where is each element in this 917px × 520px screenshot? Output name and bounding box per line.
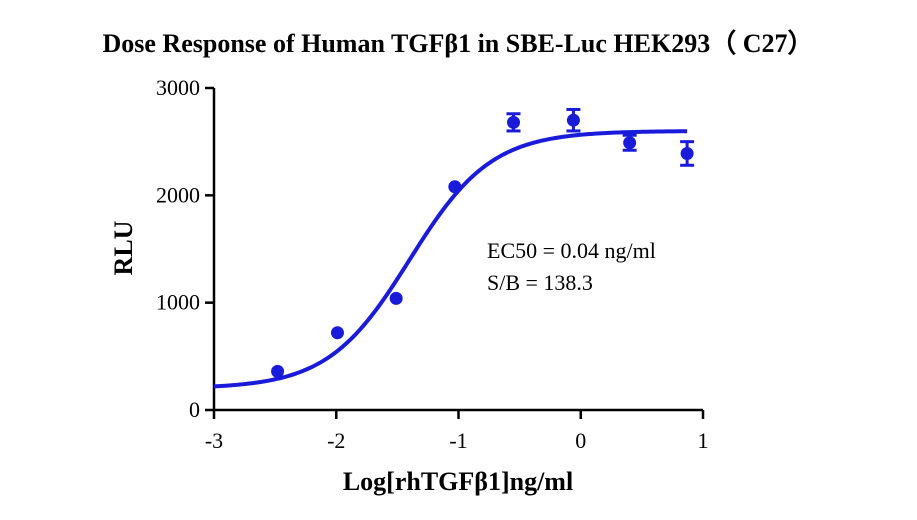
y-tick-label: 0: [189, 397, 200, 422]
x-tick-label: 0: [575, 428, 586, 453]
x-tick-label: -3: [205, 428, 223, 453]
data-point: [389, 291, 403, 305]
data-points-layer: [271, 107, 695, 378]
chart-title: Dose Response of Human TGFβ1 in SBE-Luc …: [103, 29, 814, 58]
data-point: [271, 364, 285, 378]
fit-curve: [213, 129, 688, 389]
x-tick-label: 1: [698, 428, 709, 453]
sb-annotation: S/B = 138.3: [487, 270, 593, 295]
y-tick-label: 1000: [156, 290, 200, 315]
ticks: -3 -2 -1 0 1 0 1000 2000 3000: [156, 75, 709, 453]
data-point: [680, 146, 694, 160]
y-tick-label: 2000: [156, 182, 200, 207]
data-point: [448, 180, 462, 194]
data-point: [507, 115, 521, 129]
data-point: [623, 136, 637, 150]
fit-curve-layer: [213, 129, 688, 389]
x-axis-label: Log[rhTGFβ1]ng/ml: [343, 467, 573, 496]
data-point: [566, 113, 580, 127]
ec50-annotation: EC50 = 0.04 ng/ml: [487, 238, 656, 263]
y-tick-label: 3000: [156, 75, 200, 100]
data-point: [330, 326, 344, 340]
x-tick-label: -2: [327, 428, 345, 453]
x-tick-label: -1: [449, 428, 467, 453]
y-axis-label: RLU: [109, 220, 138, 275]
